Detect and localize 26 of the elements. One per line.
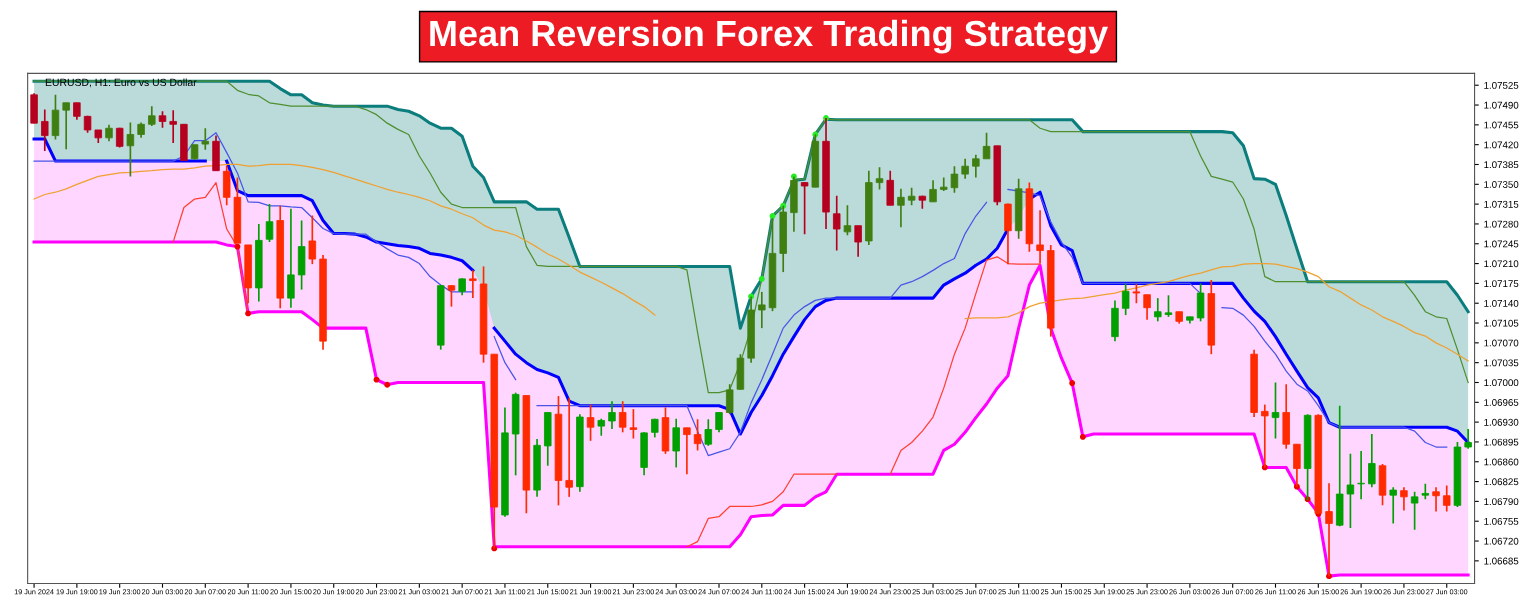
y-tick-label: 1.07385 [1484,161,1519,169]
y-tick-label: 1.07525 [1484,81,1519,89]
y-tick-label: 1.07175 [1484,280,1519,288]
y-tick-label: 1.07420 [1484,141,1519,149]
y-tick-label: 1.06685 [1484,557,1519,565]
y-tick-label: 1.06965 [1484,399,1519,406]
y-tick-label: 1.07315 [1484,200,1519,208]
chart-title: Mean Reversion Forex Trading Strategy [430,19,1108,54]
y-tick-label: 1.07210 [1484,260,1519,268]
y-tick-label: 1.07000 [1484,379,1519,387]
y-tick-label: 1.07280 [1484,220,1519,228]
y-tick-label: 1.06930 [1484,418,1519,426]
y-tick-label: 1.07245 [1484,240,1519,248]
y-tick-label: 1.07490 [1484,101,1519,109]
y-tick-label: 1.07455 [1484,121,1519,129]
y-tick-label: 1.06895 [1484,438,1519,446]
y-tick-label: 1.06755 [1484,517,1519,525]
y-tick-label: 1.06860 [1484,458,1519,466]
y-tick-label: 1.07070 [1484,339,1519,347]
y-tick-label: 1.07105 [1484,319,1519,327]
y-tick-label: 1.06790 [1484,498,1519,506]
y-tick-label: 1.07035 [1484,359,1519,367]
y-tick-label: 1.06825 [1484,478,1519,486]
y-tick-label: 1.06720 [1484,537,1519,545]
y-tick-label: 1.07140 [1484,299,1519,307]
y-tick-label: 1.07350 [1484,181,1519,188]
